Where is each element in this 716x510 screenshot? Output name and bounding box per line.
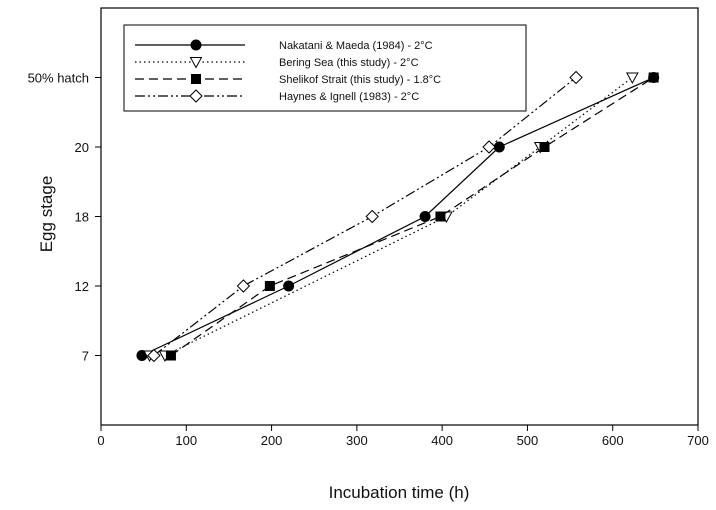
- legend-entries: Nakatani & Maeda (1984) - 2°C Bering Sea …: [135, 39, 441, 103]
- series-3: [165, 72, 659, 361]
- legend-label: Nakatani & Maeda (1984) - 2°C: [279, 40, 433, 52]
- point-marker: [569, 70, 583, 85]
- x-tick-label: 700: [687, 433, 709, 448]
- series-line: [170, 76, 655, 356]
- point-marker: [539, 142, 550, 152]
- legend-label: Bering Sea (this study) - 2°C: [279, 57, 419, 69]
- point-marker: [189, 89, 203, 103]
- point-marker: [435, 211, 446, 222]
- x-tick-label: 0: [97, 433, 104, 448]
- legend: Nakatani & Maeda (1984) - 2°C Bering Sea …: [123, 24, 527, 112]
- x-tick-label: 500: [517, 433, 539, 448]
- point-marker: [189, 57, 203, 69]
- point-marker: [236, 279, 251, 293]
- y-tick-label: 18: [75, 210, 89, 225]
- point-marker: [147, 348, 161, 363]
- point-marker: [190, 39, 202, 51]
- series-4: [147, 70, 583, 363]
- point-marker: [493, 141, 505, 153]
- legend-label: Haynes & Ignell (1983) - 2°C: [279, 91, 419, 103]
- series-1: [136, 72, 660, 361]
- point-marker: [264, 281, 275, 291]
- y-tick-label: 20: [75, 140, 89, 155]
- y-tick-label: 50% hatch: [28, 71, 89, 86]
- point-marker: [283, 280, 295, 292]
- y-tick-label: 12: [75, 279, 89, 294]
- point-marker: [625, 72, 639, 85]
- y-tick-label: 7: [82, 349, 89, 364]
- legend-label: Shelikof Strait (this study) - 1.8°C: [279, 74, 441, 86]
- point-marker: [419, 211, 431, 222]
- series-line: [141, 76, 654, 357]
- x-tick-label: 400: [431, 433, 453, 448]
- point-marker: [365, 209, 379, 224]
- point-marker: [648, 72, 659, 83]
- axis-ticks: 0 100 200 300 400 500 600 700 7 12 18 20 50% hatch: [28, 71, 709, 449]
- x-axis-title: Incubation time (h): [329, 483, 470, 502]
- x-tick-label: 600: [602, 433, 624, 448]
- series-line: [153, 77, 577, 356]
- x-tick-label: 300: [346, 433, 368, 448]
- x-tick-label: 200: [261, 433, 283, 448]
- point-marker: [165, 350, 176, 361]
- x-tick-label: 100: [175, 433, 197, 448]
- series-layer: [136, 70, 660, 363]
- y-axis-title: Egg stage: [37, 176, 56, 253]
- point-marker: [482, 140, 496, 154]
- point-marker: [191, 74, 201, 84]
- series-2: [143, 72, 639, 363]
